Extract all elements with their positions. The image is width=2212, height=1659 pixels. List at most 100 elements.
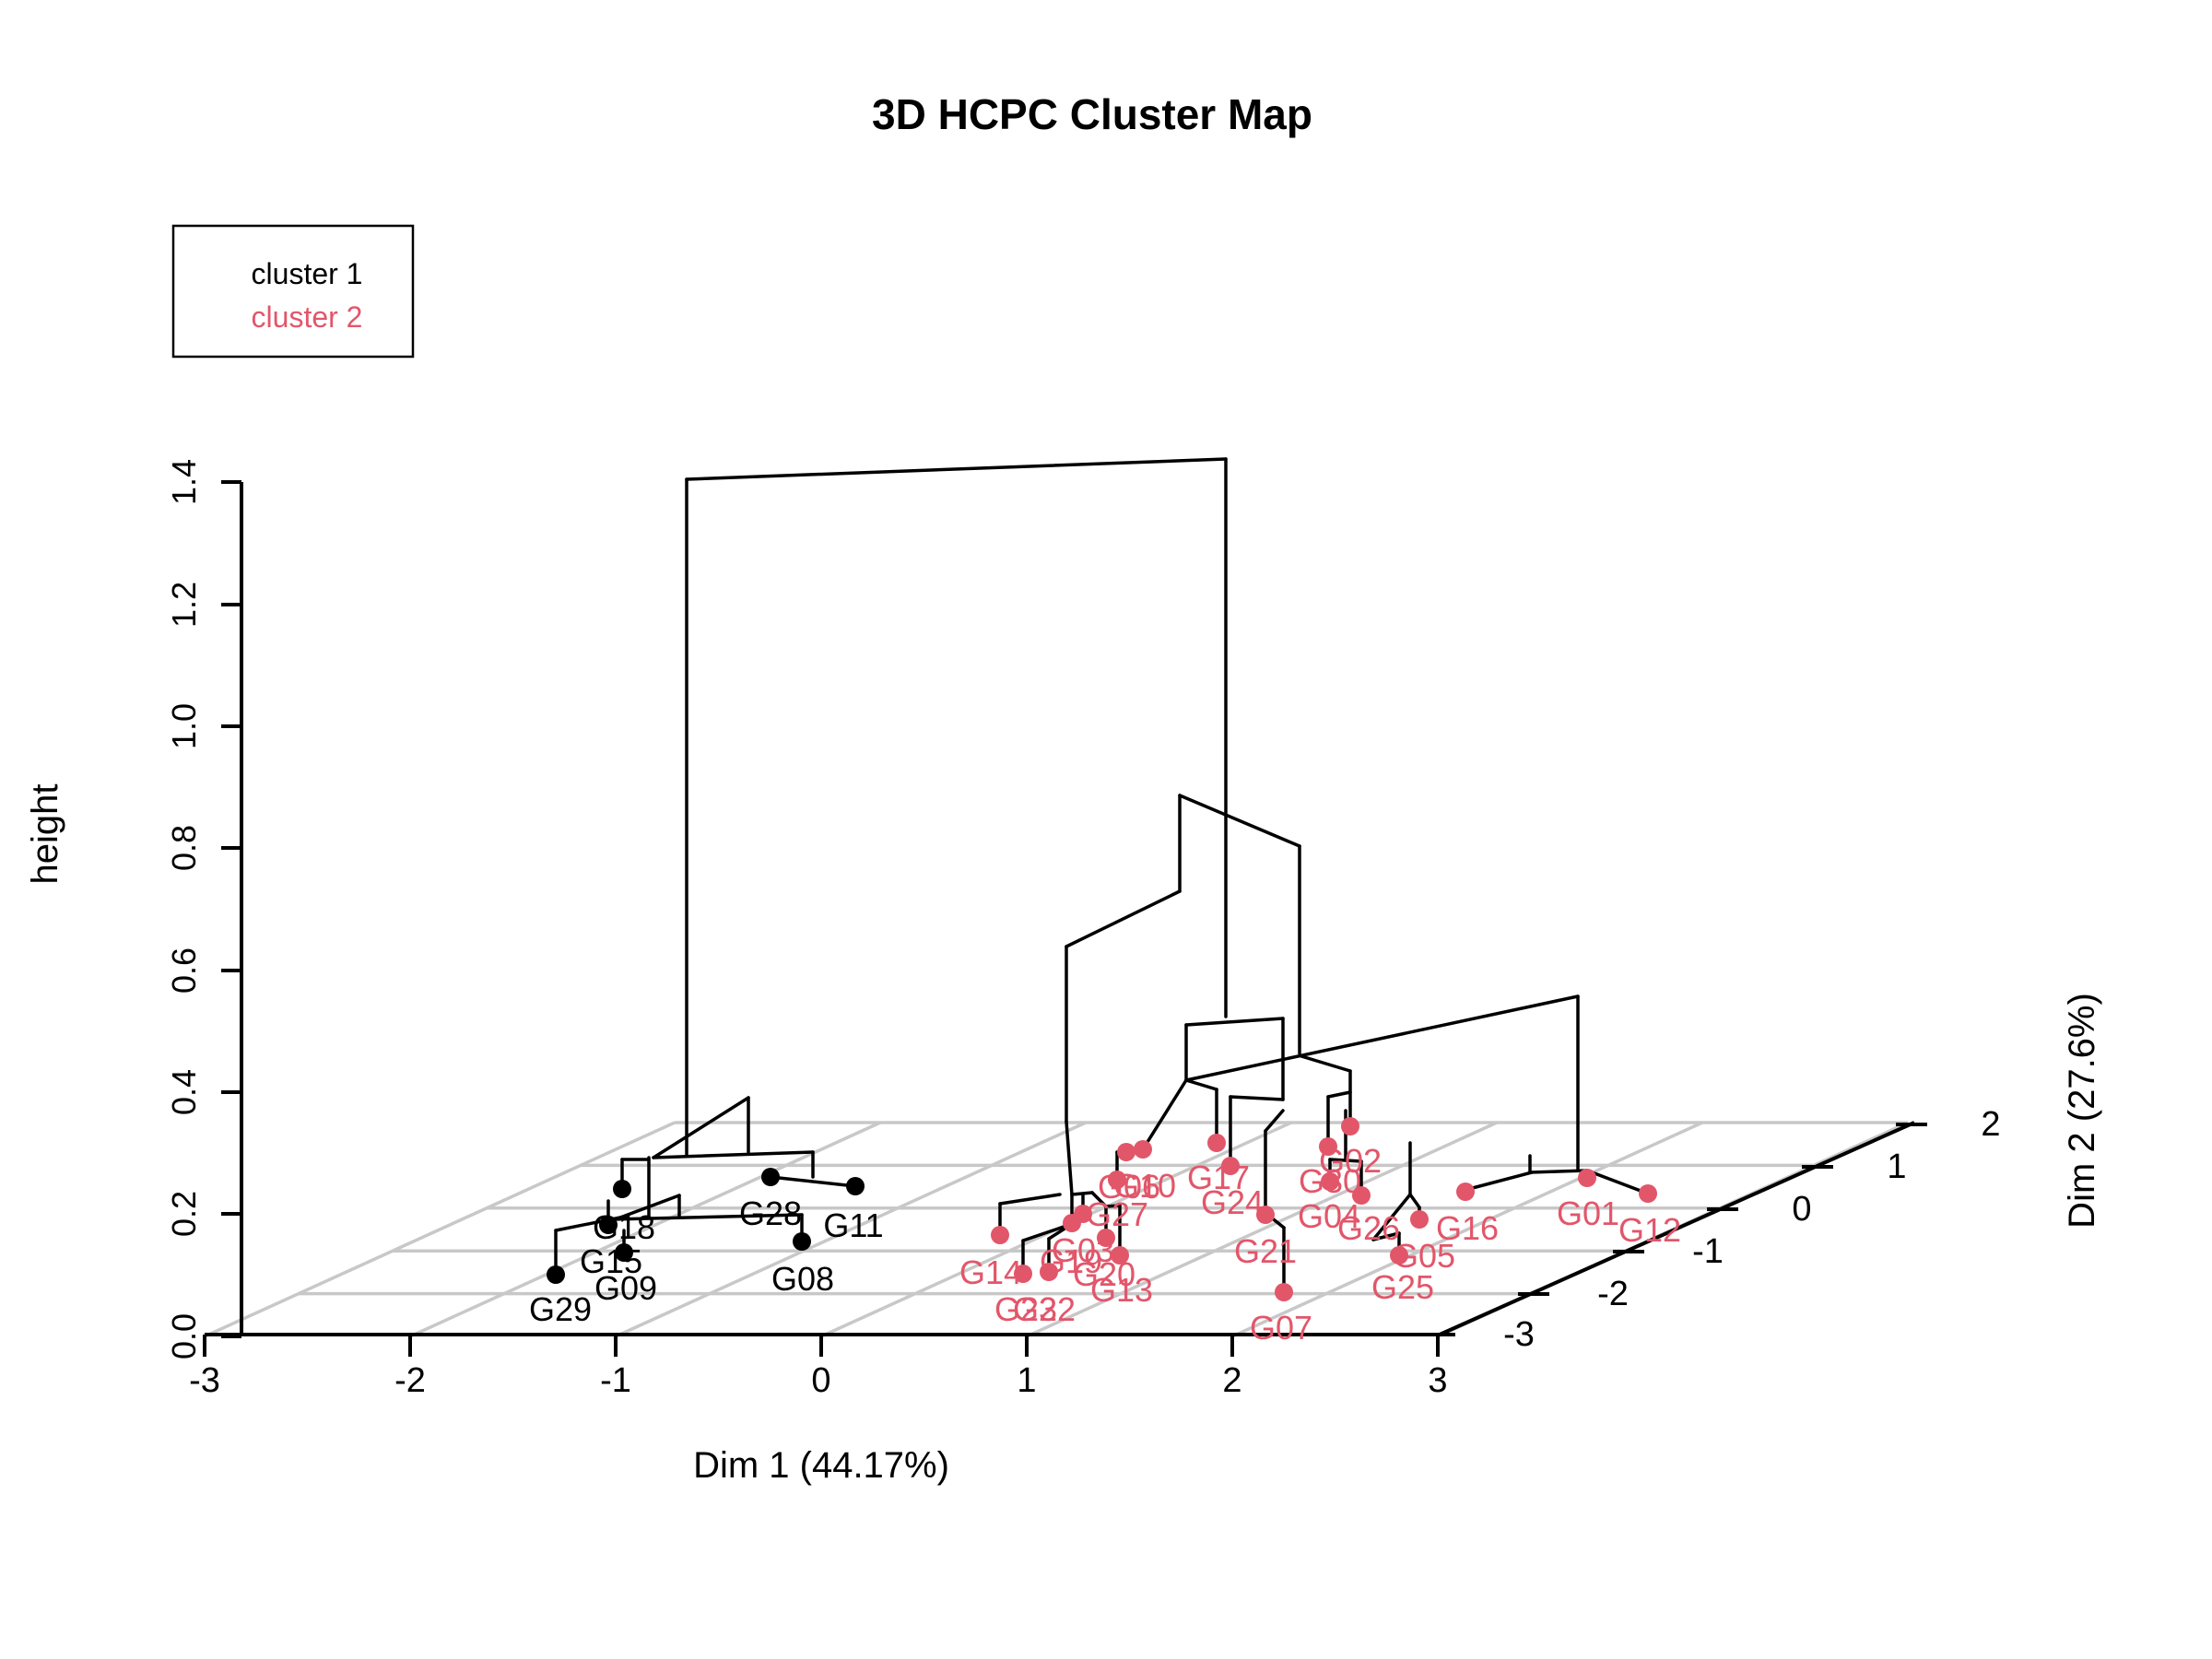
dendrogram-segment-32 bbox=[1585, 1169, 1650, 1195]
dendrogram-segment-51 bbox=[1184, 1078, 1218, 1091]
z-axis-tick-label--2: -2 bbox=[1597, 1275, 1629, 1313]
dendrogram-segment-11 bbox=[618, 1194, 681, 1219]
point-label-G12: G12 bbox=[1618, 1211, 1681, 1249]
dendrogram-segment-19 bbox=[1184, 1017, 1285, 1027]
point-dot-G18 bbox=[613, 1180, 631, 1198]
point-dot-G02 bbox=[1341, 1117, 1359, 1135]
dendrogram-segment-25 bbox=[1065, 889, 1182, 948]
dendrogram-segment-27 bbox=[1184, 994, 1580, 1082]
point-label-G14: G14 bbox=[959, 1253, 1022, 1291]
point-dot-G12 bbox=[1639, 1184, 1657, 1203]
z-axis-tick-label-2: 2 bbox=[1981, 1105, 2000, 1144]
dendrogram-segment-69 bbox=[1264, 1109, 1285, 1133]
point-dot-G06 bbox=[1117, 1143, 1135, 1161]
point-dot-G01 bbox=[1578, 1169, 1596, 1187]
grid-line-dim1--1 bbox=[615, 1121, 1087, 1338]
z-axis-tick-label-1: 1 bbox=[1887, 1147, 1906, 1186]
cluster-points bbox=[547, 1117, 1657, 1301]
z-axis-tick-label-0: 0 bbox=[1792, 1190, 1811, 1229]
dendrogram-segment-49 bbox=[1141, 1078, 1188, 1151]
point-dot-G16 bbox=[1456, 1182, 1475, 1201]
point-dot-G10 bbox=[1134, 1140, 1152, 1159]
point-label-G23: G23 bbox=[994, 1290, 1057, 1328]
x-axis-tick-label-0: 0 bbox=[811, 1361, 830, 1400]
legend-item-cluster-2: cluster 2 bbox=[252, 300, 363, 334]
y-axis-tick-label-0.8: 0.8 bbox=[165, 825, 203, 871]
point-dot-G26 bbox=[1352, 1186, 1371, 1205]
y-axis-tick-label-1.2: 1.2 bbox=[165, 582, 203, 628]
z-axis-line bbox=[1439, 1121, 1915, 1336]
dendrogram-segment-66 bbox=[1371, 1231, 1401, 1241]
point-label-G28: G28 bbox=[739, 1194, 802, 1232]
point-label-G19: G19 bbox=[1040, 1242, 1102, 1280]
z-axis-title: Dim 2 (27.6%) bbox=[2062, 993, 2102, 1229]
point-label-G25: G25 bbox=[1371, 1268, 1434, 1306]
point-dot-G07 bbox=[1275, 1283, 1293, 1301]
dendrogram-segment-13 bbox=[609, 1213, 804, 1221]
point-label-G13: G13 bbox=[1090, 1271, 1153, 1309]
legend: cluster 1 cluster 2 bbox=[171, 224, 415, 359]
point-label-G07: G07 bbox=[1250, 1309, 1312, 1347]
point-dot-G21 bbox=[1256, 1206, 1275, 1224]
y-axis-title: height bbox=[25, 784, 65, 885]
point-dot-G27 bbox=[1108, 1171, 1126, 1189]
dendrogram-segment-63 bbox=[1408, 1193, 1421, 1209]
point-label-G21: G21 bbox=[1234, 1232, 1297, 1270]
dendrogram-segment-31 bbox=[1464, 1171, 1534, 1192]
grid-line-dim1--3 bbox=[204, 1121, 676, 1338]
point-label-G10: G10 bbox=[1113, 1167, 1176, 1205]
grid-line-dim1--2 bbox=[409, 1121, 881, 1338]
point-dot-G25 bbox=[1390, 1246, 1408, 1265]
point-label-G02: G02 bbox=[1319, 1142, 1382, 1180]
dendrogram-segment-1 bbox=[685, 457, 1228, 481]
point-label-G04: G04 bbox=[1298, 1197, 1360, 1235]
y-axis-tick-label-1.4: 1.4 bbox=[165, 459, 203, 505]
y-axis-tick-label-0.2: 0.2 bbox=[165, 1191, 203, 1237]
x-axis-tick-label--3: -3 bbox=[189, 1361, 220, 1400]
dendrogram-segment-42 bbox=[1065, 1120, 1074, 1196]
point-label-G26: G26 bbox=[1337, 1209, 1400, 1247]
point-dot-G15 bbox=[599, 1216, 618, 1234]
x-axis-tick-label--1: -1 bbox=[600, 1361, 631, 1400]
point-label-G20: G20 bbox=[1073, 1255, 1135, 1293]
point-dot-G13 bbox=[1111, 1246, 1129, 1265]
dendrogram-segment-3 bbox=[652, 1096, 750, 1159]
dendrogram-segment-53 bbox=[1229, 1095, 1285, 1101]
dendrogram-segment-55 bbox=[1300, 1054, 1352, 1073]
legend-item-cluster-1: cluster 1 bbox=[252, 257, 363, 290]
z-axis-tick-label--1: -1 bbox=[1692, 1232, 1724, 1271]
dendrogram-segment-41 bbox=[1070, 1191, 1094, 1196]
point-dot-G05 bbox=[1410, 1210, 1429, 1229]
point-dot-G08 bbox=[793, 1232, 811, 1251]
point-label-G18: G18 bbox=[593, 1208, 655, 1246]
point-dot-G22 bbox=[1040, 1263, 1058, 1281]
y-axis-tick-label-0.4: 0.4 bbox=[165, 1069, 203, 1115]
point-label-G22: G22 bbox=[1013, 1290, 1076, 1328]
y-axis-tick-label-1.0: 1.0 bbox=[165, 703, 203, 749]
y-axis-tick-label-0.6: 0.6 bbox=[165, 947, 203, 994]
x-axis-tick-label-2: 2 bbox=[1222, 1361, 1241, 1400]
point-label-G16: G16 bbox=[1436, 1209, 1499, 1247]
point-label-G08: G08 bbox=[771, 1260, 834, 1298]
point-label-G05: G05 bbox=[1393, 1237, 1455, 1275]
dendrogram-segment-5 bbox=[652, 1150, 815, 1159]
point-label-G24: G24 bbox=[1201, 1183, 1264, 1221]
x-axis-tick-label--2: -2 bbox=[394, 1361, 426, 1400]
x-axis-tick-label-3: 3 bbox=[1428, 1361, 1447, 1400]
grid-line-dim1-1 bbox=[1026, 1121, 1498, 1338]
chart-title: 3D HCPC Cluster Map bbox=[872, 90, 1312, 138]
y-axis-tick-label-0.0: 0.0 bbox=[165, 1313, 203, 1359]
grid-line-dim1-2 bbox=[1231, 1121, 1703, 1338]
point-dot-G03 bbox=[1074, 1205, 1092, 1223]
point-dot-G11 bbox=[846, 1177, 865, 1195]
point-label-G15: G15 bbox=[580, 1242, 642, 1280]
point-dot-G30 bbox=[1319, 1137, 1337, 1156]
x-axis-title: Dim 1 (44.17%) bbox=[693, 1445, 949, 1486]
point-label-G09: G09 bbox=[594, 1269, 657, 1307]
dendrogram-segment-34 bbox=[998, 1193, 1062, 1206]
point-label-G17: G17 bbox=[1187, 1159, 1250, 1196]
point-label-G27: G27 bbox=[1086, 1195, 1148, 1233]
x-axis-tick-label-1: 1 bbox=[1017, 1361, 1036, 1400]
point-label-G30: G30 bbox=[1299, 1162, 1361, 1200]
